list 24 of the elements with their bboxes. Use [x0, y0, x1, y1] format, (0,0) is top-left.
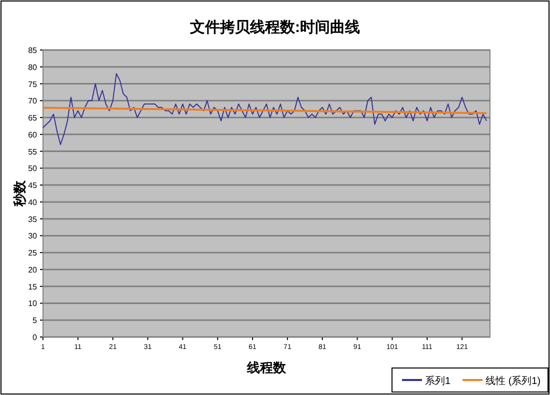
line-series — [42, 73, 488, 146]
y-tick-label: 70 — [28, 96, 38, 106]
y-tick-label: 0 — [32, 333, 38, 342]
y-tick-label: 45 — [28, 181, 38, 190]
y-tick-label: 60 — [28, 130, 38, 140]
y-tick-label: 30 — [28, 232, 38, 241]
chart-title: 文件拷贝线程数:时间曲线 — [189, 19, 360, 36]
y-tick-label: 15 — [28, 282, 38, 292]
y-tick-label: 50 — [28, 164, 38, 174]
x-axis-title: 线程数 — [246, 360, 287, 375]
y-tick-label: 75 — [28, 80, 38, 89]
y-tick-label: 10 — [28, 299, 38, 308]
y-tick-label: 85 — [28, 46, 38, 55]
y-tick-label: 25 — [28, 248, 38, 258]
y-tick-label: 35 — [28, 214, 38, 224]
y-tick-label: 5 — [32, 316, 38, 326]
y-axis-title: 秒数 — [12, 180, 27, 208]
y-tick-label: 80 — [28, 62, 38, 72]
y-tick-label: 55 — [28, 147, 38, 156]
y-tick-label: 65 — [28, 114, 38, 123]
y-tick-label: 20 — [28, 265, 38, 274]
legend-label: 系列1 — [425, 375, 451, 387]
y-tick-label: 40 — [28, 198, 38, 207]
legend-label: 线性 (系列1) — [486, 375, 541, 387]
